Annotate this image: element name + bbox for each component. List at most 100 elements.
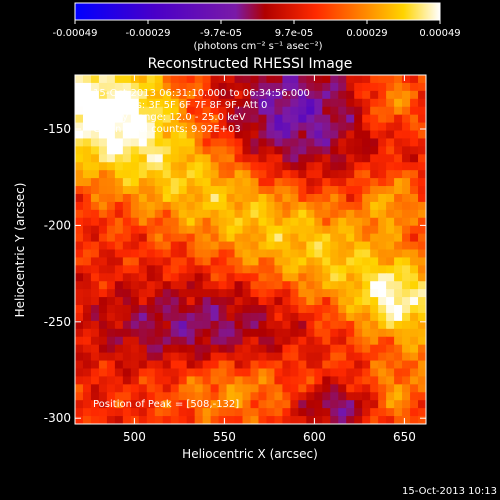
heatmap-cell xyxy=(362,233,371,243)
heatmap-cell xyxy=(314,217,323,227)
heatmap-cell xyxy=(314,297,323,306)
heatmap-cell xyxy=(194,162,204,171)
heatmap-cell xyxy=(354,281,363,290)
heatmap-cell xyxy=(402,75,411,84)
heatmap-cell xyxy=(370,233,379,243)
heatmap-cell xyxy=(394,360,403,370)
heatmap-cell xyxy=(122,170,132,179)
heatmap-cell xyxy=(386,170,395,179)
heatmap-cell xyxy=(330,193,339,203)
heatmap-cell xyxy=(394,186,403,195)
heatmap-cell xyxy=(314,130,323,140)
heatmap-cell xyxy=(146,281,156,290)
heatmap-cell xyxy=(186,281,196,290)
heatmap-cell xyxy=(338,376,347,385)
heatmap-cell xyxy=(82,392,92,401)
heatmap-cell xyxy=(154,392,164,401)
heatmap-cell xyxy=(330,360,339,370)
heatmap-cell xyxy=(242,233,252,243)
heatmap-cell xyxy=(138,352,148,362)
heatmap-cell xyxy=(306,368,315,378)
heatmap-cell xyxy=(106,75,116,84)
heatmap-cell xyxy=(274,106,284,116)
heatmap-cell xyxy=(75,122,84,132)
heatmap-cell xyxy=(226,106,236,116)
heatmap-cell xyxy=(210,352,220,362)
heatmap-cell xyxy=(306,201,315,211)
heatmap-cell xyxy=(354,392,363,401)
heatmap-cell xyxy=(346,162,355,171)
heatmap-cell xyxy=(162,384,172,393)
heatmap-cell xyxy=(402,186,411,195)
heatmap-cell xyxy=(306,249,315,259)
heatmap-cell xyxy=(218,186,228,195)
heatmap-cell xyxy=(258,82,268,92)
heatmap-cell xyxy=(250,186,260,195)
heatmap-cell xyxy=(98,225,108,235)
heatmap-cell xyxy=(114,130,124,140)
heatmap-cell xyxy=(250,281,260,290)
heatmap-cell xyxy=(258,138,268,147)
heatmap-cell xyxy=(154,320,164,330)
heatmap-cell xyxy=(250,193,260,203)
heatmap-cell xyxy=(186,336,196,346)
heatmap-cell xyxy=(314,312,323,322)
heatmap-cell xyxy=(362,146,371,155)
heatmap-cell xyxy=(154,75,164,84)
heatmap-cell xyxy=(322,289,331,298)
heatmap-cell xyxy=(178,368,188,378)
heatmap-cell xyxy=(338,114,347,124)
heatmap-cell xyxy=(338,170,347,179)
heatmap-cell xyxy=(242,90,252,100)
heatmap-cell xyxy=(146,90,156,100)
heatmap-cell xyxy=(162,281,172,290)
heatmap-cell xyxy=(75,98,84,108)
heatmap-cell xyxy=(90,320,100,330)
heatmap-cell xyxy=(362,281,371,290)
heatmap-cell xyxy=(194,376,204,385)
heatmap-cell xyxy=(75,384,84,393)
heatmap-cell xyxy=(90,82,100,92)
heatmap-cell xyxy=(290,122,299,132)
heatmap-cell xyxy=(122,138,132,147)
heatmap-cell xyxy=(266,130,276,140)
heatmap-cell xyxy=(386,98,395,108)
heatmap-area xyxy=(75,75,426,424)
heatmap-cell xyxy=(386,320,395,330)
heatmap-cell xyxy=(274,297,284,306)
heatmap-cell xyxy=(258,186,268,195)
heatmap-cell xyxy=(378,289,387,298)
heatmap-cell xyxy=(330,352,339,362)
heatmap-cell xyxy=(162,122,172,132)
heatmap-cell xyxy=(226,241,236,251)
heatmap-cell xyxy=(298,408,307,417)
heatmap-cell xyxy=(306,257,315,266)
heatmap-cell xyxy=(282,249,291,259)
heatmap-cell xyxy=(154,297,164,306)
heatmap-cell xyxy=(274,209,284,219)
heatmap-cell xyxy=(122,193,132,203)
heatmap-cell xyxy=(122,241,132,251)
heatmap-cell xyxy=(282,106,291,116)
heatmap-cell xyxy=(98,336,108,346)
heatmap-cell xyxy=(242,217,252,227)
heatmap-cell xyxy=(266,75,276,84)
heatmap-cell xyxy=(138,241,148,251)
heatmap-cell xyxy=(162,186,172,195)
heatmap-cell xyxy=(402,90,411,100)
heatmap-cell xyxy=(394,98,403,108)
heatmap-cell xyxy=(170,146,180,155)
heatmap-cell xyxy=(370,186,379,195)
heatmap-cell xyxy=(194,392,204,401)
heatmap-cell xyxy=(394,75,403,84)
heatmap-cell xyxy=(250,400,260,409)
heatmap-cell xyxy=(178,352,188,362)
heatmap-cell xyxy=(178,281,188,290)
heatmap-cell xyxy=(322,265,331,274)
heatmap-cell xyxy=(402,368,411,378)
heatmap-cell xyxy=(146,336,156,346)
heatmap-cell xyxy=(146,178,156,187)
heatmap-cell xyxy=(370,320,379,330)
heatmap-cell xyxy=(298,217,307,227)
heatmap-cell xyxy=(370,249,379,259)
